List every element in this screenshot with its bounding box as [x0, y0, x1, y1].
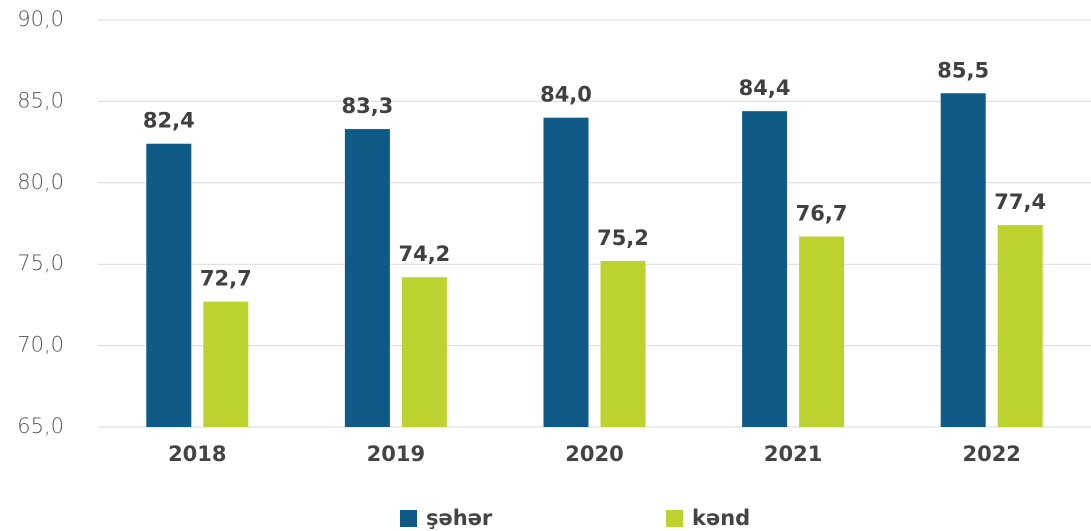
bar	[600, 260, 646, 427]
legend-label: kənd	[692, 506, 750, 530]
data-label: 74,2	[398, 242, 450, 266]
bar	[344, 129, 390, 428]
bar	[146, 143, 192, 427]
data-label: 76,7	[796, 202, 848, 226]
x-tick-label: 2022	[962, 442, 1020, 466]
data-label: 85,5	[937, 58, 989, 82]
x-tick-label: 2021	[764, 442, 822, 466]
y-tick-label: 80,0	[17, 170, 64, 194]
bar	[543, 117, 589, 428]
bar	[940, 93, 986, 427]
bar	[742, 111, 788, 427]
data-label: 84,0	[540, 83, 592, 107]
x-tick-label: 2018	[168, 442, 226, 466]
legend-label: şəhər	[426, 506, 493, 530]
data-label: 82,4	[143, 109, 195, 133]
data-label: 72,7	[200, 267, 252, 291]
y-tick-label: 85,0	[17, 88, 64, 112]
data-label: 83,3	[341, 94, 393, 118]
y-tick-label: 75,0	[17, 251, 64, 275]
bar	[997, 225, 1043, 427]
x-tick-label: 2019	[367, 442, 425, 466]
y-tick-label: 70,0	[17, 333, 64, 357]
x-tick-label: 2020	[565, 442, 623, 466]
legend-swatch	[400, 510, 417, 527]
data-label: 84,4	[739, 76, 791, 100]
bar	[203, 301, 249, 427]
data-label: 77,4	[994, 190, 1046, 214]
data-label: 75,2	[597, 226, 649, 250]
bar	[799, 236, 845, 427]
y-tick-label: 90,0	[17, 7, 64, 31]
legend-swatch	[666, 510, 683, 527]
y-tick-label: 65,0	[17, 414, 64, 438]
bar	[401, 277, 447, 427]
